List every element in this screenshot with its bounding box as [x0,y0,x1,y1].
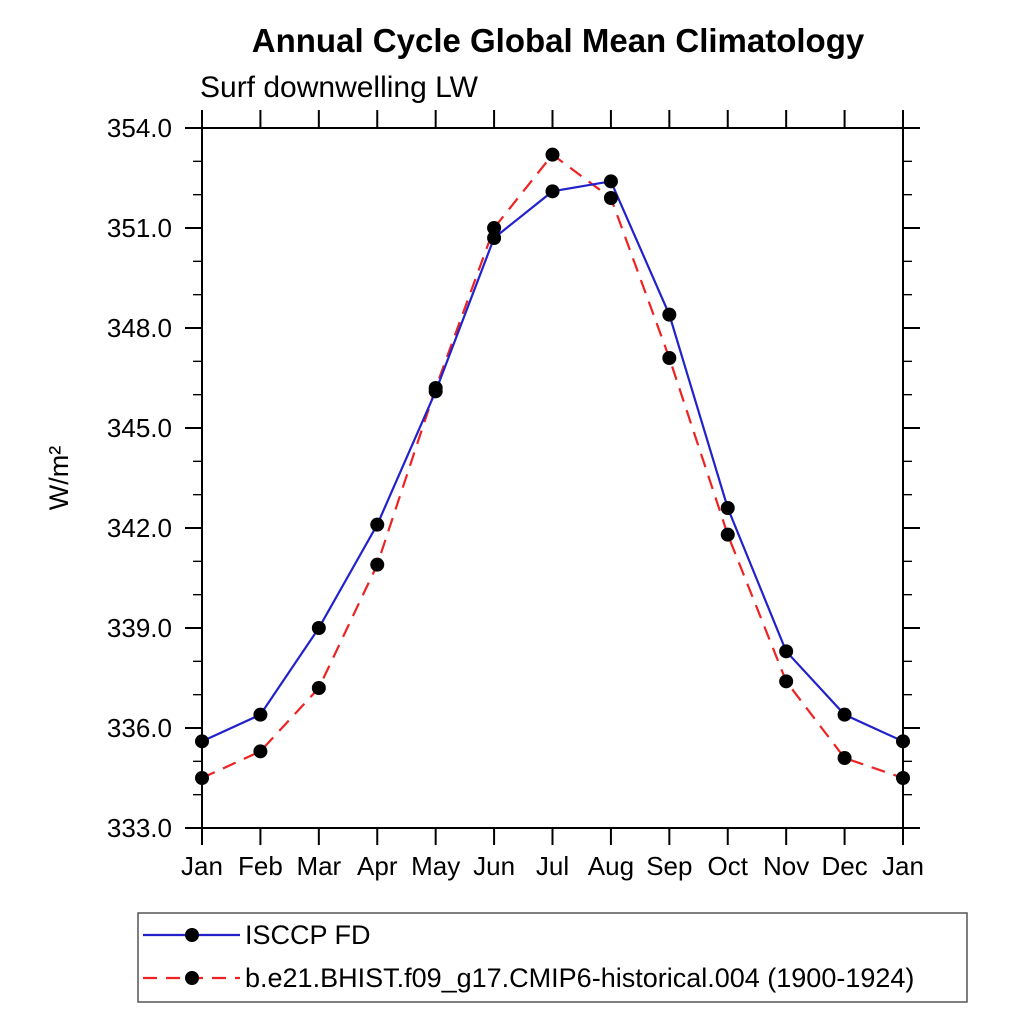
x-axis-month-label: Jan [882,851,924,881]
data-point [195,734,209,749]
x-axis-month-label: Sep [646,851,692,881]
y-axis-tick-label: 351.0 [107,213,172,243]
data-point [253,744,268,759]
data-point [720,527,735,542]
data-point [487,221,502,235]
x-axis-month-label: Dec [821,851,867,881]
data-point [603,191,618,205]
legend-label-cmip6: b.e21.BHIST.f09_g17.CMIP6-historical.004… [245,963,914,993]
x-axis-month-label: Nov [763,851,809,881]
x-axis-month-label: Jun [473,851,515,881]
data-point [545,147,560,162]
data-point [487,231,502,245]
x-axis-month-label: Jan [181,851,223,881]
legend-marker-dot [185,928,199,942]
data-point [779,674,794,689]
legend-label-isccp: ISCCP FD [245,920,371,950]
legend-entry-cmip6: b.e21.BHIST.f09_g17.CMIP6-historical.004… [143,963,914,993]
plot-frame [201,127,904,829]
x-axis-month-label: Oct [708,851,749,881]
y-axis-tick-label: 345.0 [107,413,172,443]
data-point [779,644,794,659]
data-point [720,501,735,515]
y-axis-tick-label: 336.0 [107,713,172,743]
data-point [662,307,677,322]
data-point [311,681,326,695]
plot-area: 333.0 336.0 339.0 342.0 345.0 348.0 351.0 354.0… [107,110,924,881]
legend: ISCCP FD b.e21.BHIST.f09_g17.CMIP6-histo… [137,912,968,1003]
x-axis-month-label: Mar [296,851,341,881]
x-axis-month-label: Feb [238,851,283,881]
data-point [253,707,268,722]
data-point [662,351,677,365]
data-point [370,517,385,532]
data-point [896,734,910,749]
series-line-0 [201,180,904,743]
y-axis-tick-label: 333.0 [107,813,172,843]
series-line-1 [201,153,904,780]
data-point [428,384,443,399]
data-point [370,557,385,572]
x-axis-month-label: May [411,851,460,881]
x-axis-month-label: Jul [536,851,569,881]
y-axis-label: W/m² [44,446,74,510]
data-point [896,771,910,785]
legend-box [137,912,968,1003]
data-point [311,621,326,635]
data-point [195,771,209,785]
x-axis-month-label: Apr [357,851,398,881]
data-point [837,707,852,722]
chart-title: Annual Cycle Global Mean Climatology [252,22,865,59]
legend-entry-isccp: ISCCP FD [143,920,371,950]
chart-subtitle: Surf downwelling LW [200,71,479,104]
y-axis-tick-label: 354.0 [107,113,172,143]
data-point [837,751,852,765]
x-axis-month-label: Aug [588,851,634,881]
y-axis-tick-label: 342.0 [107,513,172,543]
data-point [603,174,618,189]
y-axis-tick-label: 348.0 [107,313,172,343]
data-point [545,184,560,199]
legend-marker-dot [185,971,199,985]
y-axis-tick-label: 339.0 [107,613,172,643]
